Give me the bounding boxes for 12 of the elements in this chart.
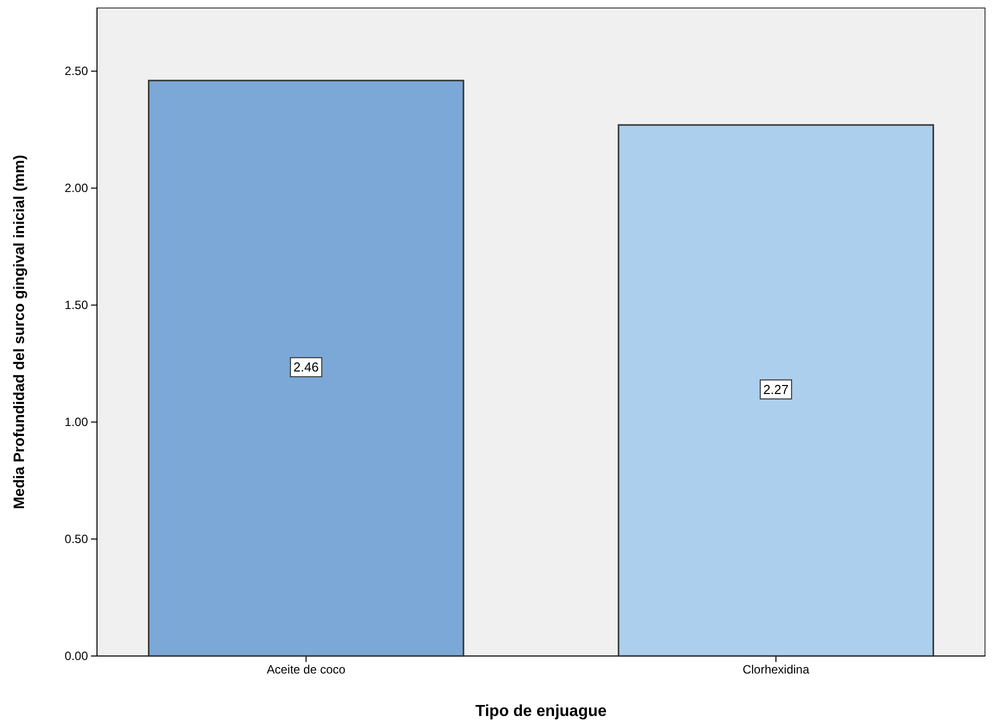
y-tick-label: 2.50 — [64, 64, 88, 78]
x-tick-label: Clorhexidina — [742, 662, 810, 677]
y-tick-label: 0.00 — [64, 648, 88, 663]
y-axis-title: Media Profundidad del surco gingival inicial (mm) — [11, 154, 28, 510]
y-tick-label: 0.50 — [64, 532, 88, 546]
data-label: 2.46 — [293, 360, 319, 375]
y-tick-label: 2.00 — [64, 180, 88, 195]
x-axis-title: Tipo de enjuague — [475, 703, 607, 720]
data-label: 2.27 — [763, 382, 789, 397]
x-tick-label: Aceite de coco — [266, 662, 346, 677]
y-tick-label: 1.50 — [64, 298, 88, 312]
y-tick-label: 1.00 — [64, 414, 88, 429]
